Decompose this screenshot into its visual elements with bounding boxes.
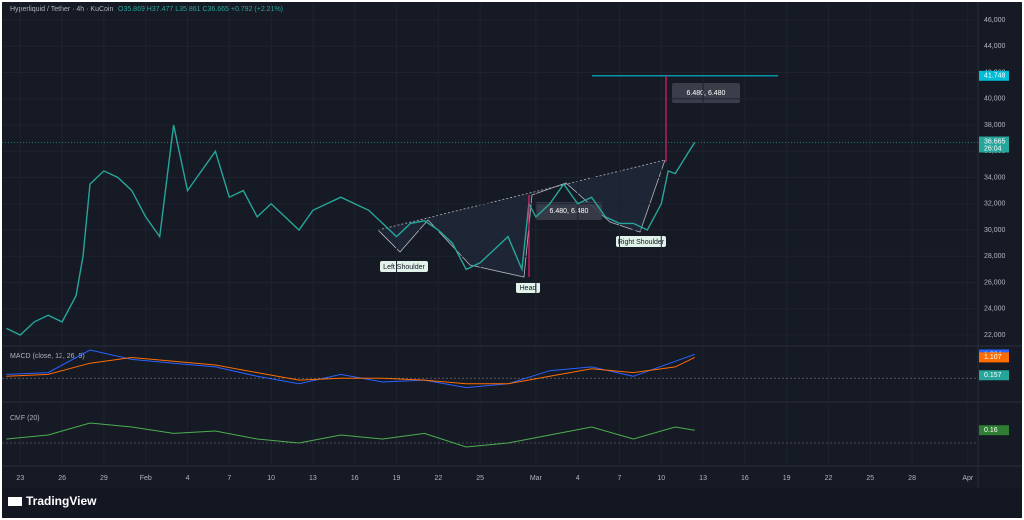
x-tick-label: 10: [267, 475, 275, 482]
y-tick-label: 28,000: [984, 253, 1006, 260]
label-box: [616, 236, 666, 247]
x-tick-label: 19: [783, 475, 791, 482]
x-tick-label: 13: [309, 475, 317, 482]
x-tick-label: 13: [699, 475, 707, 482]
value-badge-label: 0.157: [984, 372, 1002, 379]
value-badge-label: 1.107: [984, 354, 1002, 361]
measure-box: [672, 83, 740, 103]
measure-label: 6.480, 6.480: [550, 208, 589, 215]
y-tick-label: 38,000: [984, 122, 1006, 129]
pane-title: MACD (close, 12, 26, 9): [10, 353, 85, 360]
series-line: [6, 124, 696, 336]
pattern-label: Right Shoulder: [618, 239, 665, 246]
pattern-label: Left Shoulder: [383, 264, 425, 271]
y-tick-label: 24,000: [984, 306, 1006, 313]
y-tick-label: 30,000: [984, 227, 1006, 234]
measure-box: [536, 202, 602, 220]
x-tick-label: 23: [16, 475, 24, 482]
x-tick-label: Mar: [530, 475, 543, 482]
y-tick-label: 32,000: [984, 201, 1006, 208]
x-tick-label: 28: [908, 475, 916, 482]
x-tick-label: 26: [58, 475, 66, 482]
x-tick-label: 22: [434, 475, 442, 482]
x-tick-label: 25: [476, 475, 484, 482]
pane-title: CMF (20): [10, 415, 40, 422]
x-tick-label: 4: [576, 475, 580, 482]
measure-label: 6.480, 6.480: [687, 90, 726, 97]
x-tick-label: 4: [186, 475, 190, 482]
pattern-lines: [377, 159, 666, 278]
footer: [2, 488, 1022, 518]
value-badge: [979, 370, 1009, 381]
y-tick-label: 46,000: [984, 17, 1006, 24]
value-badge: [979, 352, 1009, 363]
series-line: [6, 422, 695, 448]
logo: TradingView: [8, 494, 97, 508]
label-box: [516, 282, 540, 293]
price-badge: [979, 136, 1009, 153]
value-badge: [979, 425, 1009, 436]
y-tick-label: 22,000: [984, 332, 1006, 339]
x-tick-label: 10: [657, 475, 665, 482]
y-tick-label: 44,000: [984, 43, 1006, 50]
x-tick-label: Apr: [962, 475, 974, 482]
logo-text: TradingView: [26, 494, 97, 508]
price-badge-label: 41.748: [984, 73, 1006, 80]
countdown: 26:04: [984, 145, 1002, 152]
x-tick-label: 19: [393, 475, 401, 482]
x-tick-label: 7: [618, 475, 622, 482]
price-badge: [979, 70, 1009, 81]
label-box: [380, 261, 428, 272]
value-badge-label: 0.16: [984, 427, 998, 434]
pattern-label: Head: [520, 285, 537, 292]
y-tick-label: 34,000: [984, 174, 1006, 181]
y-tick-label: 40,000: [984, 96, 1006, 103]
logo-mark: [8, 497, 22, 506]
x-tick-label: Feb: [140, 475, 152, 482]
x-tick-label: 29: [100, 475, 108, 482]
x-tick-label: 16: [741, 475, 749, 482]
neckline: [377, 159, 666, 231]
x-tick-label: 7: [227, 475, 231, 482]
x-tick-label: 25: [866, 475, 874, 482]
y-tick-label: 26,000: [984, 279, 1006, 286]
ohlc: O35.869 H37.477 L35.861 C36.665 +0.792 (…: [118, 6, 283, 13]
series-line: [6, 356, 695, 385]
x-tick-label: 22: [825, 475, 833, 482]
pattern-fill: [378, 160, 665, 277]
price-badge-label: 36.665: [984, 138, 1006, 145]
x-tick-label: 16: [351, 475, 359, 482]
